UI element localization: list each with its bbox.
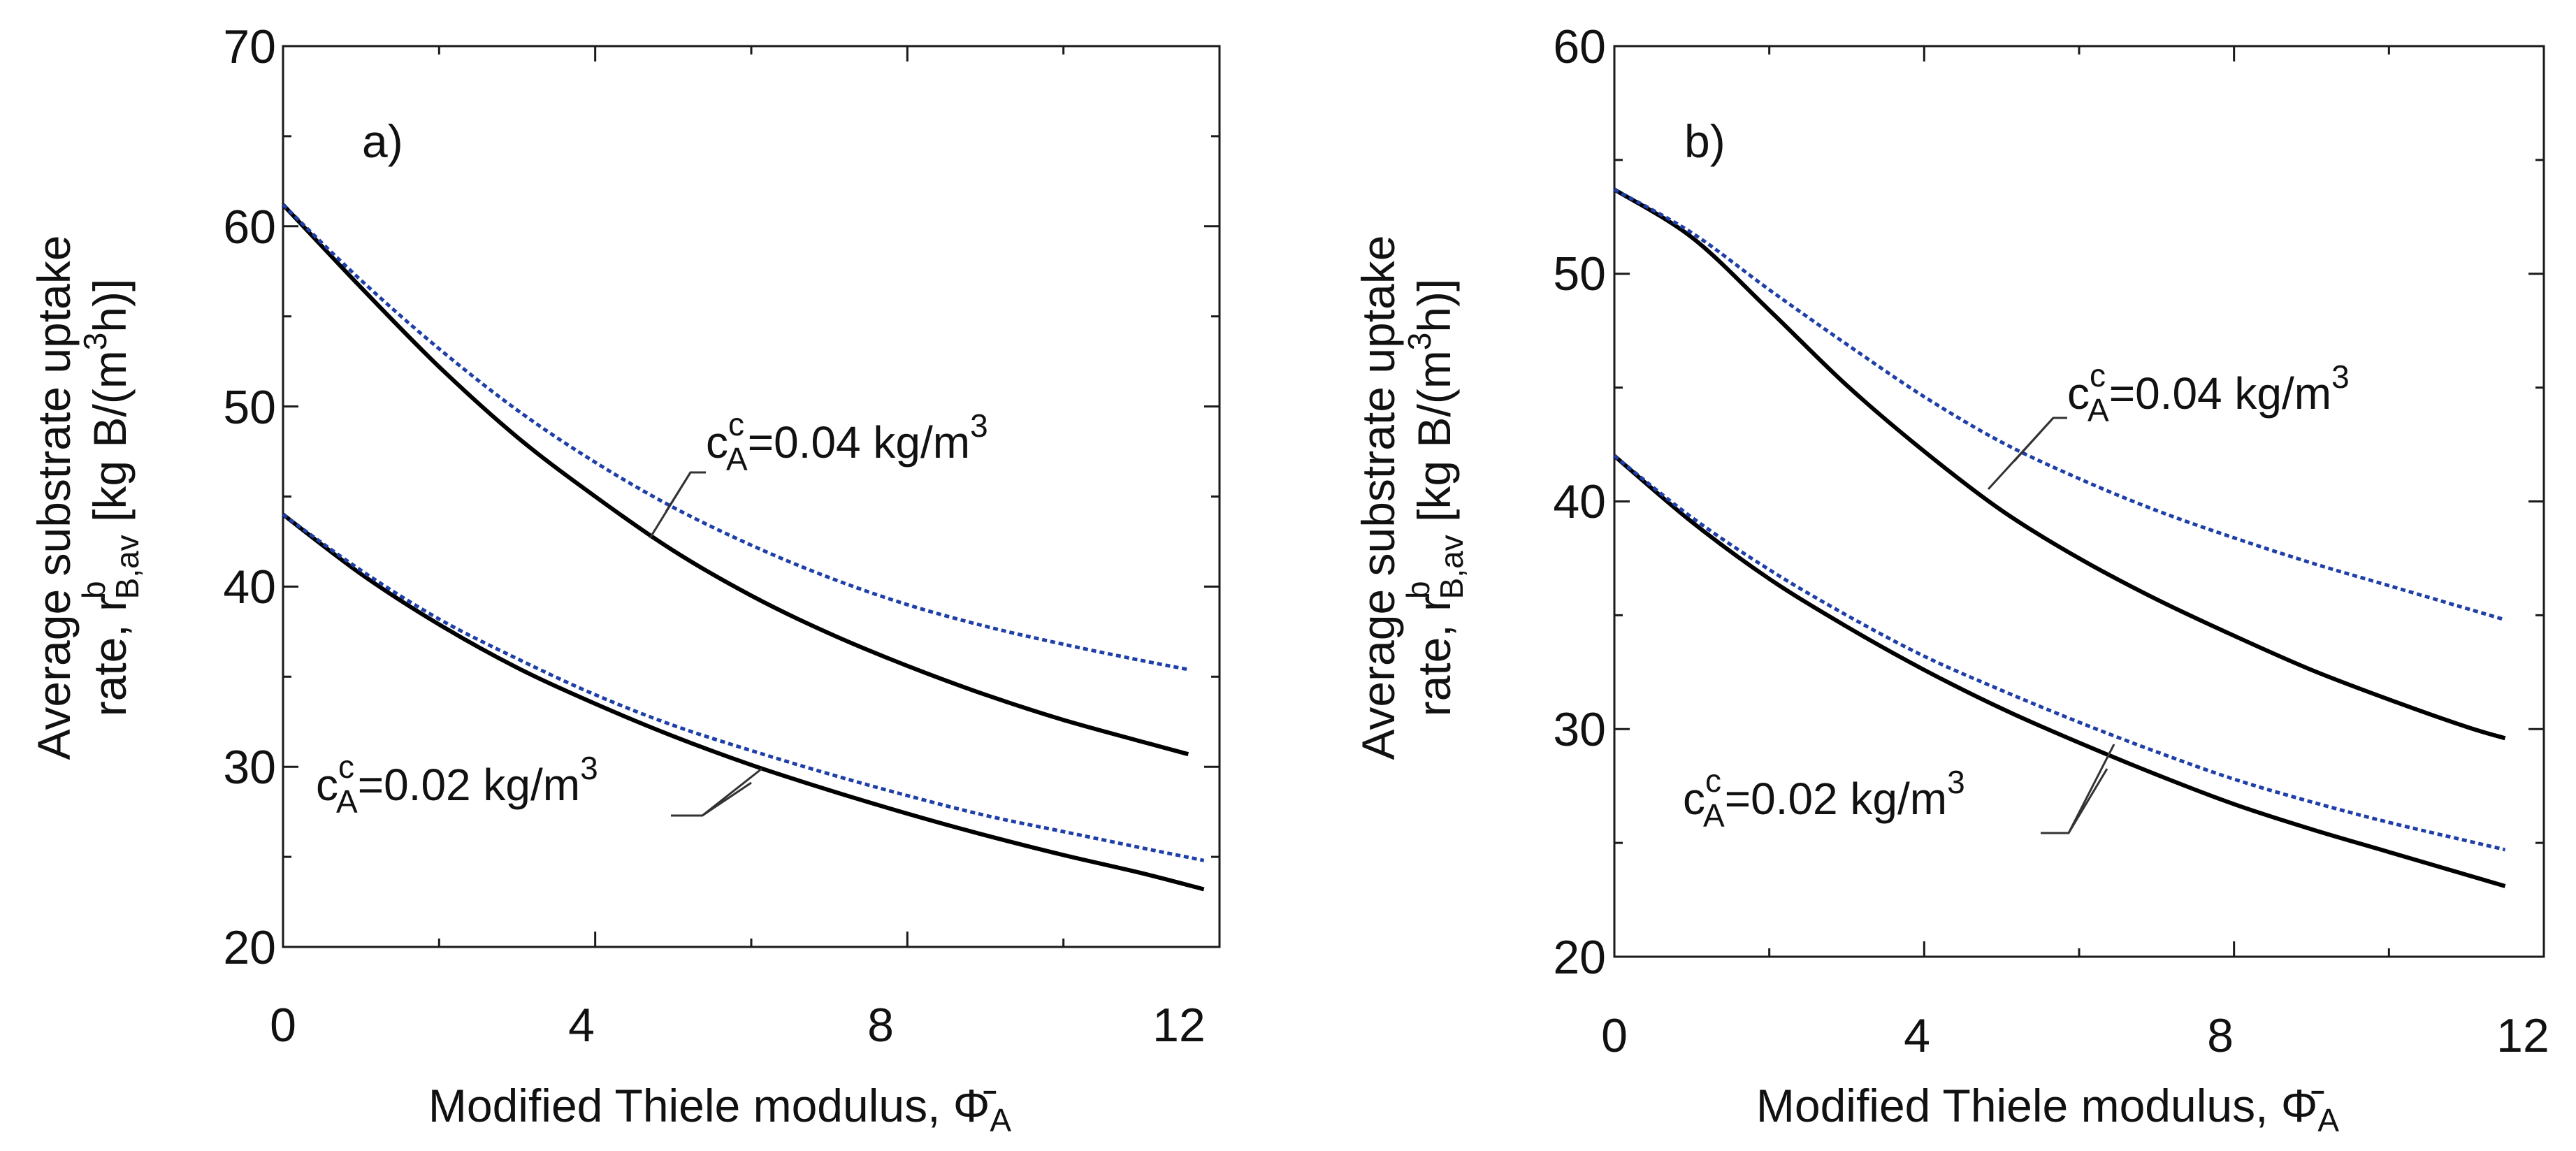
panel-b-ytick-label: 20 — [1553, 931, 1606, 984]
panel-b-series-solid-line — [1613, 187, 2506, 741]
panel-b-xtick-label: 0 — [1601, 1009, 1628, 1062]
panel-b-ytick-label: 50 — [1553, 247, 1606, 301]
panel-b-xtick-label: 8 — [2207, 1009, 2234, 1062]
svg-text:Average substrate uptake: Average substrate uptake — [1352, 236, 1404, 760]
panel-b-annotation-002: cc A=0.02 kg/m3 — [1683, 762, 1965, 834]
panel-b-leader-004 — [1987, 417, 2067, 491]
svg-text:rate, rbB,av [kg B/(m3h)]: rate, rbB,av [kg B/(m3h)] — [75, 279, 145, 717]
panel-a-x-axis-title: Modified Thiele modulus, Φ̄A — [428, 1080, 1012, 1138]
svg-text:rate, rbB,av [kg B/(m3h)]: rate, rbB,av [kg B/(m3h)] — [1400, 279, 1470, 717]
panel-b-ytick-label: 60 — [1553, 20, 1606, 73]
panel-a-ytick-label: 70 — [223, 20, 276, 73]
panel-a-leader-004 — [649, 471, 706, 539]
panel-a-y-axis-title: Average substrate uptake rate, rbB,av [k… — [28, 236, 145, 760]
panel-a-ytick-label: 40 — [223, 560, 276, 614]
panel-b-ticks — [1613, 45, 2545, 958]
panel-a-series — [281, 203, 1205, 892]
panel-b-y-axis-title: Average substrate uptake rate, rbB,av [k… — [1352, 236, 1470, 760]
panel-b-series-dotted-line — [1613, 454, 2506, 852]
panel-a-xtick-label: 8 — [867, 999, 894, 1052]
panel-b-leader-004 — [2013, 417, 2055, 463]
panel-b-leader-002 — [2067, 768, 2108, 834]
panel-a-annotation-004: cc A=0.04 kg/m3 — [706, 406, 988, 477]
panel-a-ytick-label: 50 — [223, 381, 276, 434]
panel-b-ytick-label: 30 — [1553, 703, 1606, 756]
panel-a-series-solid-line — [281, 203, 1189, 757]
panel-b-xtick-label: 4 — [1904, 1009, 1930, 1062]
panel-a-xtick-label: 12 — [1152, 999, 1206, 1052]
panel-a-ytick-label: 30 — [223, 741, 276, 794]
panel-a-label: a) — [362, 115, 403, 167]
panel-b-xtick-label: 12 — [2496, 1009, 2549, 1062]
panel-a-leader-002 — [702, 781, 752, 817]
panel-a-annotation-002: cc A=0.02 kg/m3 — [316, 748, 598, 820]
panel-a-xtick-label: 0 — [270, 999, 296, 1052]
panel-b-series-solid-line — [1613, 454, 2506, 888]
panel-b-label: b) — [1684, 115, 1725, 167]
panel-b-annotation-004: cc A=0.04 kg/m3 — [2067, 357, 2350, 428]
panel-a-series-dotted-line — [282, 203, 1189, 672]
panel-b-x-axis-title: Modified Thiele modulus, Φ̄A — [1756, 1080, 2340, 1138]
panel-a-ytick-label: 20 — [223, 921, 276, 974]
svg-text:Average substrate uptake: Average substrate uptake — [28, 236, 80, 760]
panel-b-chart: 60 50 40 30 20 0 4 8 12 Modified Thiele … — [1352, 20, 2549, 1138]
panel-a-xtick-label: 4 — [568, 999, 595, 1052]
panel-a-ticks — [282, 45, 1221, 948]
panel-a-chart: 70 60 50 40 30 20 0 4 8 12 Modified Thie… — [28, 20, 1221, 1138]
panel-a-series-dotted-line — [282, 513, 1205, 862]
panel-a-series-solid-line — [282, 512, 1205, 892]
panel-b-series — [1613, 187, 2506, 888]
panel-a-leader-004 — [665, 472, 692, 512]
panel-a-leader-002 — [671, 767, 762, 817]
panel-b-series-dotted-line — [1613, 188, 2506, 622]
panel-b-ytick-label: 40 — [1553, 475, 1606, 528]
panel-a-ytick-label: 60 — [223, 201, 276, 254]
panel-a-plot-frame — [282, 45, 1221, 948]
